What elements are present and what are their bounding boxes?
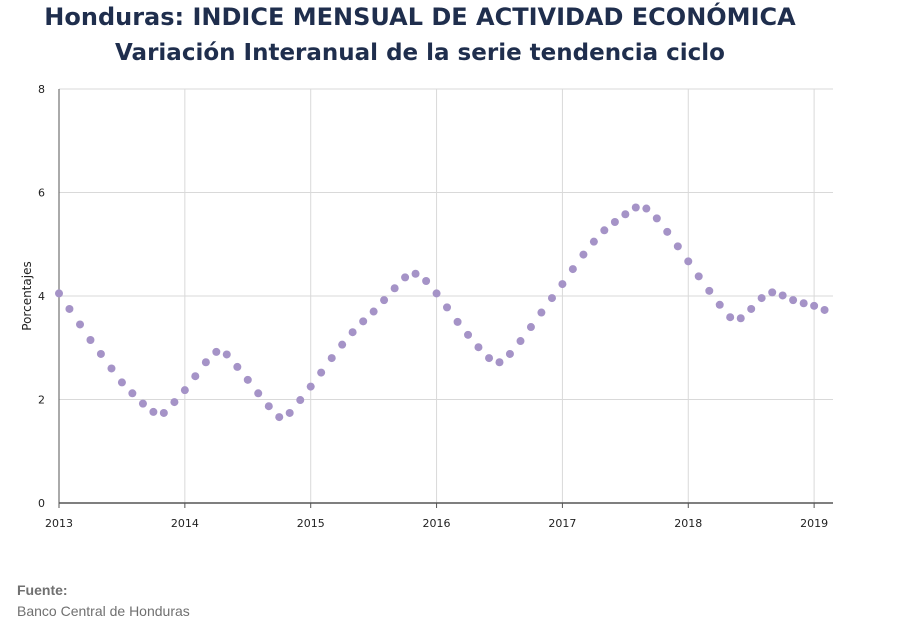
data-point [642,204,651,213]
data-point [411,269,420,278]
data-point [474,343,483,352]
data-point [778,291,787,300]
data-point [579,250,588,259]
data-point [107,364,116,373]
data-point [317,368,326,377]
data-point [768,288,777,297]
data-point [191,372,200,381]
data-point [422,276,431,285]
data-point [243,375,252,384]
data-point [390,284,399,293]
x-tick-label: 2013 [45,517,73,530]
data-point [201,358,210,367]
data-point [285,408,294,417]
x-tick-label: 2019 [800,517,828,530]
data-point [485,354,494,363]
data-point [820,305,829,314]
y-tick-label: 6 [38,187,45,200]
data-point [233,362,242,371]
data-point [526,323,535,332]
data-point [537,308,546,317]
grid [58,88,833,508]
data-point [170,398,179,407]
data-point [547,294,556,303]
data-point [327,354,336,363]
data-point [558,280,567,289]
data-point [810,301,819,310]
data-point [369,307,378,316]
data-point [568,265,577,274]
data-point [600,226,609,235]
data-point [432,289,441,298]
data-point [180,386,189,395]
y-tick-label: 4 [38,290,45,303]
data-point [789,296,798,305]
data-point [65,304,74,313]
data-point [589,237,598,246]
data-point [505,349,514,358]
chart-title: Honduras: INDICE MENSUAL DE ACTIVIDAD EC… [44,3,796,31]
data-point [222,350,231,359]
data-point [76,320,85,329]
data-point [401,273,410,282]
x-tick-label: 2015 [297,517,325,530]
y-tick-label: 2 [38,394,45,407]
data-point [86,335,95,344]
data-point [663,227,672,236]
y-tick-label: 8 [38,83,45,96]
data-point [338,340,347,349]
data-point [296,396,305,405]
data-points [55,203,829,422]
data-point [348,328,357,337]
data-point [694,272,703,281]
y-tick-label: 0 [38,497,45,510]
data-point [159,408,168,417]
y-axis-label: Porcentajes [20,261,34,330]
data-point [380,296,389,305]
data-point [621,210,630,219]
data-point [212,347,221,356]
data-point [516,337,525,346]
x-tick-label: 2014 [171,517,199,530]
x-tick-label: 2018 [674,517,702,530]
data-point [128,389,137,398]
x-tick-labels: 2013 2014 2015 2016 2017 2018 2019 [45,517,828,530]
data-point [264,402,273,411]
data-point [138,399,147,408]
data-point [55,289,63,298]
data-point [684,257,693,266]
data-point [610,217,619,226]
data-point [443,303,452,312]
source-text: Banco Central de Honduras [17,603,190,619]
data-point [275,413,284,422]
data-point [464,330,473,339]
data-point [96,349,105,358]
data-point [673,242,682,251]
data-point [453,317,462,326]
data-point [705,286,714,295]
data-point [799,299,808,308]
data-point [631,203,640,212]
data-point [715,300,724,309]
x-tick-label: 2016 [423,517,451,530]
data-point [652,214,661,223]
chart-plot: 0 2 4 6 8 2013 2014 2015 2016 2017 2018 2019 Porce… [20,83,833,530]
data-point [359,317,368,326]
data-point [736,314,745,323]
data-point [117,378,126,387]
data-point [747,304,756,313]
y-tick-labels: 0 2 4 6 8 [38,83,45,510]
data-point [306,382,315,391]
chart-subtitle: Variación Interanual de la serie tendenc… [115,40,725,66]
x-tick-label: 2017 [548,517,576,530]
data-point [757,294,766,303]
data-point [254,389,263,398]
data-point [149,407,158,416]
data-point [726,313,735,322]
data-point [495,358,504,367]
source-label: Fuente: [17,582,68,598]
